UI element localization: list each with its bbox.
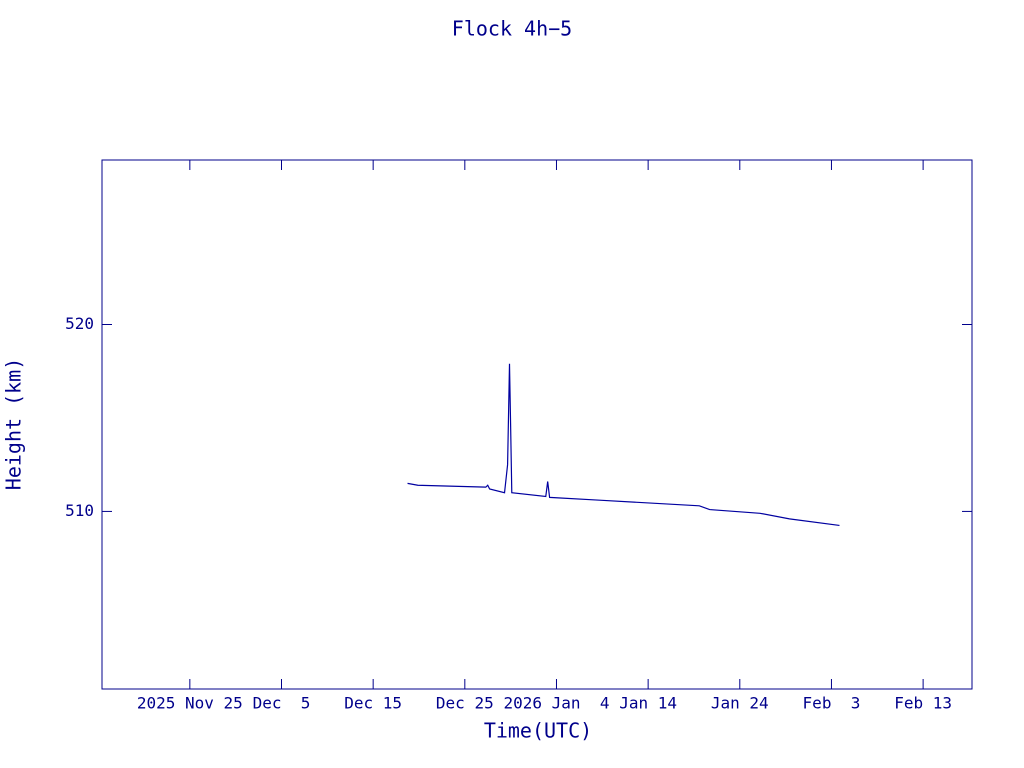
- x-tick-label: Dec 25: [436, 694, 494, 713]
- x-axis-label: Time(UTC): [484, 719, 592, 743]
- x-tick-label: Feb 3: [803, 694, 861, 713]
- plot-frame: [101, 159, 973, 690]
- x-tick-label: Jan 14: [619, 694, 677, 713]
- x-tick-label: Jan 24: [711, 694, 769, 713]
- y-tick-label: 520: [65, 314, 94, 333]
- x-tick-label: 2026 Jan 4: [503, 694, 609, 713]
- y-axis-label: Height (km): [2, 358, 26, 490]
- x-tick-label: 2025 Nov 25: [137, 694, 243, 713]
- x-tick-label: Feb 13: [894, 694, 952, 713]
- y-tick-label: 510: [65, 501, 94, 520]
- x-tick-label: Dec 15: [344, 694, 402, 713]
- x-tick-label: Dec 5: [253, 694, 311, 713]
- data-line: [407, 363, 840, 527]
- chart-title: Flock 4h−5: [452, 17, 572, 41]
